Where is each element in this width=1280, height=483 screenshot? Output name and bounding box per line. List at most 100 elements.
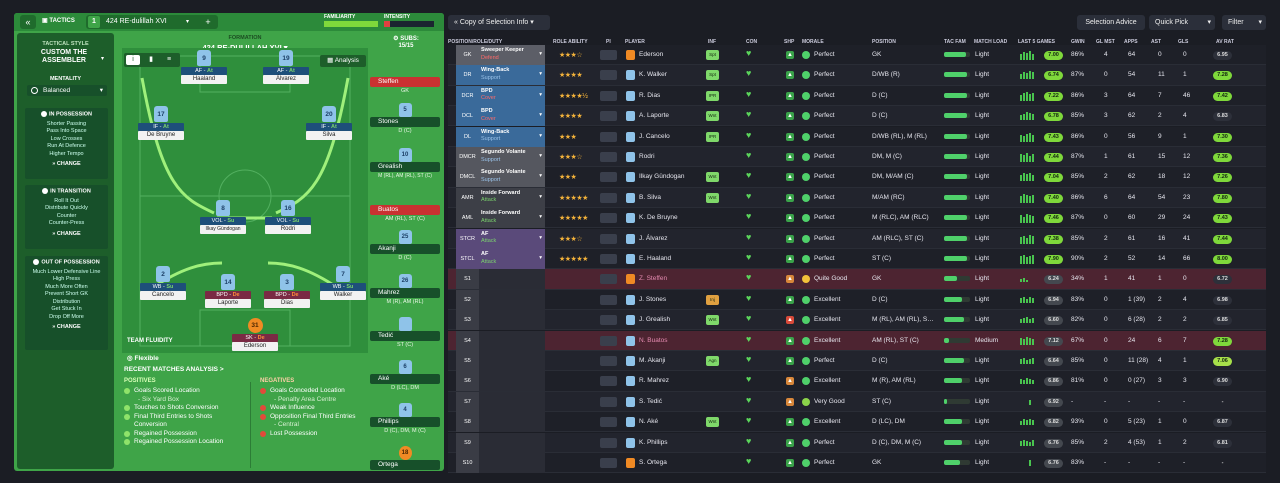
out-of-possession-change-button[interactable]: » CHANGE xyxy=(52,324,81,331)
player-name[interactable]: J. Cancelo xyxy=(639,132,670,140)
col-header-con[interactable]: CON xyxy=(746,39,758,45)
bar-chart-icon[interactable]: ▮ xyxy=(149,56,153,63)
player-name[interactable]: K. De Bruyne xyxy=(639,214,678,222)
chevron-down-icon[interactable]: ▾ xyxy=(186,19,190,25)
table-row[interactable]: DR Wing-Back Support ▾ ★★★★ K. Walker Spt ♥ ▲ Per… xyxy=(448,65,1266,86)
table-row[interactable]: S8 N. Aké Wnt ♥ ▲ Excellent D (LC), DM Light 6.8… xyxy=(448,412,1266,433)
player-name[interactable]: J. Grealish xyxy=(639,316,671,324)
quick-pick-button[interactable]: Quick Pick ▾ xyxy=(1149,15,1215,30)
add-tactic-button[interactable]: + xyxy=(200,15,216,29)
player-instructions-icon[interactable] xyxy=(600,396,617,407)
col-header-ast[interactable]: AST xyxy=(1151,39,1161,45)
player-instructions-icon[interactable] xyxy=(600,254,617,264)
recent-matches-title[interactable]: RECENT MATCHES ANALYSIS > xyxy=(124,366,224,373)
in-transition-box[interactable]: IN TRANSITION Roll It Out Distribute Qui… xyxy=(25,185,108,249)
table-row[interactable]: S6 R. Mahrez ♥ ▲ Excellent M (R), AM (RL) Ligh… xyxy=(448,371,1266,392)
collapse-button[interactable]: « xyxy=(20,15,36,29)
pitch-player-gundogan[interactable]: 8 VOL - Su Ilkay Gündogan xyxy=(200,200,246,234)
row-role-duty[interactable]: AF Attack ▾ xyxy=(479,249,545,269)
col-header-position[interactable]: POSITION xyxy=(872,39,896,45)
player-instructions-icon[interactable] xyxy=(600,294,617,305)
table-row[interactable]: DMCR Segundo Volante Support ▾ ★★★☆ Rodri ♥ ▲ Pe… xyxy=(448,147,1266,168)
pitch-player-rodri[interactable]: 16 VOL - Su Rodri xyxy=(265,200,311,234)
row-role-duty[interactable]: AF Attack ▾ xyxy=(479,228,545,249)
info-icon[interactable]: i xyxy=(126,55,140,65)
pitch-player-alvarez[interactable]: 19 AF - At Álvarez xyxy=(263,50,309,84)
player-name[interactable]: K. Phillips xyxy=(639,438,668,446)
player-instructions-icon[interactable] xyxy=(600,90,617,101)
col-header-av-rat[interactable]: AV RAT xyxy=(1216,39,1234,45)
row-role-duty[interactable]: Wing-Back Support ▾ xyxy=(479,126,545,147)
table-row[interactable]: S9 K. Phillips ♥ ▲ Perfect D (C), DM, M (C) Li… xyxy=(448,432,1266,453)
out-of-possession-box[interactable]: OUT OF POSSESSION Much Lower Defensive L… xyxy=(25,256,108,350)
sub-akanji[interactable]: 25 Akanji D (C) xyxy=(370,230,440,262)
sub-ortega[interactable]: 18 Ortega xyxy=(370,446,440,470)
col-header-apps[interactable]: APPS xyxy=(1124,39,1138,45)
col-header-position-role-duty[interactable]: POSITION/ROLE/DUTY xyxy=(448,39,503,45)
player-name[interactable]: Z. Steffen xyxy=(639,275,668,283)
view-selector[interactable]: « Copy of Selection Info ▾ xyxy=(448,15,550,30)
sub-tedic[interactable]: Tedić ST (C) xyxy=(370,317,440,349)
col-header-role-ability[interactable]: ROLE ABILITY xyxy=(553,39,588,45)
pitch-player-ederson[interactable]: 31 SK - De Ederson xyxy=(232,318,278,351)
col-header-match-load[interactable]: MATCH LOAD xyxy=(974,39,1008,45)
row-role-duty[interactable]: Segundo Volante Support ▾ xyxy=(479,147,545,167)
player-instructions-icon[interactable] xyxy=(600,172,617,183)
table-row[interactable]: S5 M. Akanji Agn ♥ ▲ Perfect D (C) Light 6.64 85%… xyxy=(448,351,1266,372)
selection-advice-button[interactable]: Selection Advice xyxy=(1077,15,1145,30)
player-instructions-icon[interactable] xyxy=(600,233,617,244)
row-role-duty[interactable]: BPD Cover ▾ xyxy=(479,85,545,106)
player-instructions-icon[interactable] xyxy=(600,152,617,162)
player-name[interactable]: R. Dias xyxy=(639,91,661,99)
table-row[interactable]: AMR Inside Forward Attack ▾ ★★★★★ B. Silva Wnt… xyxy=(448,187,1266,209)
row-role-duty[interactable]: BPD Cover ▾ xyxy=(479,106,545,127)
player-name[interactable]: N. Buatos xyxy=(639,336,668,344)
player-name[interactable]: Rodri xyxy=(639,153,655,160)
player-instructions-icon[interactable] xyxy=(600,437,617,448)
col-header-pi[interactable]: PI xyxy=(606,39,611,45)
col-header-shp[interactable]: SHP xyxy=(784,39,795,45)
tactical-style-value[interactable]: CUSTOM THE ASSEMBLER xyxy=(40,49,88,64)
table-row[interactable]: DCL BPD Cover ▾ ★★★★ A. Laporte Wnt ♥ ▲ Perfect D … xyxy=(448,106,1266,127)
table-row[interactable]: GK Sweeper Keeper Defend ▾ ★★★☆ Ederson Spt ♥ ▲ P… xyxy=(448,45,1266,66)
sub-mahrez[interactable]: 26 Mahrez M (R), AM (RL) xyxy=(370,274,440,306)
col-header-tac-fam[interactable]: TAC FAM xyxy=(944,39,966,45)
analysis-button[interactable]: ▦ Analysis xyxy=(320,55,366,67)
table-row[interactable]: AML Inside Forward Attack ▾ ★★★★★ K. De Bruyn… xyxy=(448,208,1266,229)
pitch-player-de-bruyne[interactable]: 17 IF - At De Bruyne xyxy=(138,106,184,140)
filter-button[interactable]: Filter ▾ xyxy=(1222,15,1266,30)
table-row[interactable]: DCR BPD Cover ▾ ★★★★½ R. Dias IPR ♥ ▲ Perfect D (C… xyxy=(448,85,1266,107)
table-row[interactable]: STCL AF Attack ▾ ★★★★★ E. Haaland ♥ ▲ Perfect ST … xyxy=(448,249,1266,270)
player-name[interactable]: Ilkay Gündogan xyxy=(639,173,685,181)
sub-ake[interactable]: 6 Aké D (LC), DM xyxy=(370,360,440,392)
col-header-inf[interactable]: INF xyxy=(708,39,717,45)
pitch-player-cancelo[interactable]: 2 WB - Su Cancelo xyxy=(140,266,186,300)
sub-grealish[interactable]: 10 Grealish M (RL), AM (RL), ST (C) xyxy=(370,148,440,180)
player-instructions-icon[interactable] xyxy=(600,274,617,285)
sub-steffen[interactable]: Steffen GK xyxy=(370,77,440,95)
row-role-duty[interactable]: Segundo Volante Support ▾ xyxy=(479,167,545,188)
player-name[interactable]: E. Haaland xyxy=(639,255,672,262)
player-instructions-icon[interactable] xyxy=(600,111,617,122)
table-row[interactable]: S3 J. Grealish Wnt ♥ ▲ Excellent M (RL), AM (R… xyxy=(448,310,1266,331)
table-row[interactable]: STCR AF Attack ▾ ★★★☆ J. Álvarez ♥ ▲ Perfect AM (… xyxy=(448,228,1266,249)
table-row[interactable]: S10 S. Ortega ♥ ▲ Perfect GK Light 6.76 83% - - - - - xyxy=(448,453,1266,474)
player-name[interactable]: R. Mahrez xyxy=(639,377,669,385)
pitch-player-haaland[interactable]: 9 AF - At Haaland xyxy=(181,50,227,84)
table-row[interactable]: S4 N. Buatos ♥ ▲ Excellent AM (RL), ST (C) Med… xyxy=(448,330,1266,351)
player-name[interactable]: K. Walker xyxy=(639,71,667,79)
table-row[interactable]: S2 J. Stones Inj ♥ ▲ Excellent D (C) Light 6.94 8… xyxy=(448,289,1266,311)
col-header-morale[interactable]: MORALE xyxy=(802,39,824,45)
player-name[interactable]: B. Silva xyxy=(639,193,662,201)
mentality-select[interactable]: Balanced ▾ xyxy=(27,85,107,96)
row-role-duty[interactable]: Inside Forward Attack ▾ xyxy=(479,187,545,208)
player-name[interactable]: A. Laporte xyxy=(639,112,669,120)
player-name[interactable]: Ederson xyxy=(639,51,664,58)
player-instructions-icon[interactable] xyxy=(600,213,617,224)
table-row[interactable]: DL Wing-Back Support ▾ ★★★ J. Cancelo IPR ♥ ▲ Per… xyxy=(448,126,1266,147)
player-name[interactable]: J. Álvarez xyxy=(639,234,668,242)
row-role-duty[interactable]: Wing-Back Support ▾ xyxy=(479,65,545,86)
col-header-gl-mst[interactable]: GL MST xyxy=(1096,39,1115,45)
table-row[interactable]: DMCL Segundo Volante Support ▾ ★★★ Ilkay Günd… xyxy=(448,167,1266,188)
in-possession-box[interactable]: IN POSSESSION Shorter Passing Pass Into … xyxy=(25,108,108,179)
